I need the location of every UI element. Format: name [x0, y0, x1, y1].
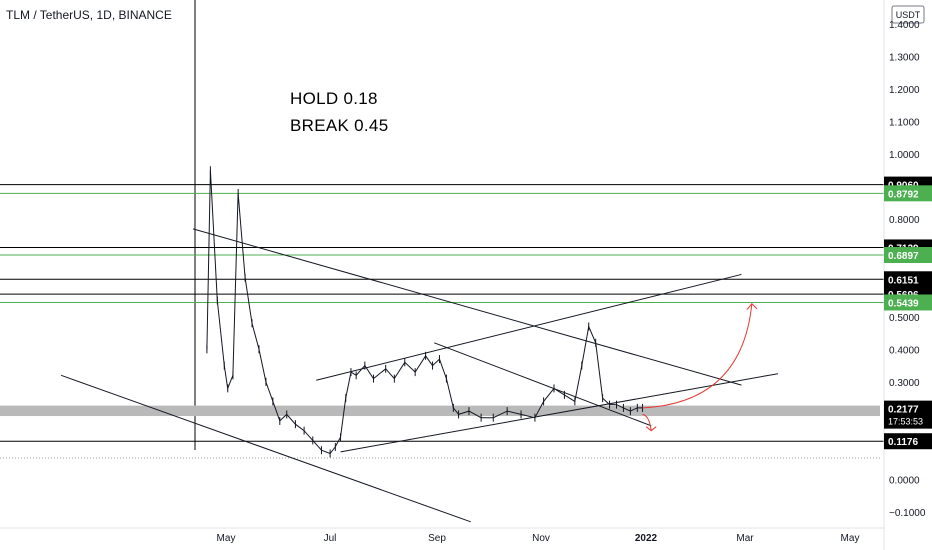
- price-tick-label: −0.1000: [889, 508, 926, 519]
- trendline: [193, 229, 741, 385]
- price-level-tag-label: 0.8792: [888, 189, 919, 200]
- price-tick-label: 0.4000: [889, 345, 920, 356]
- price-level-tag-label: 0.5439: [888, 298, 919, 309]
- time-tick-label: Mar: [736, 533, 754, 544]
- time-tick-label: Sep: [428, 533, 446, 544]
- time-tick-label: Nov: [532, 533, 550, 544]
- price-tick-label: 1.4000: [889, 20, 920, 31]
- symbol-label: TLM / TetherUS, 1D, BINANCE: [6, 8, 172, 22]
- price-tick-label: 1.1000: [889, 117, 920, 128]
- countdown-label: 17:53:53: [888, 417, 923, 427]
- annotation-hold: HOLD 0.18: [290, 89, 378, 109]
- price-level-tag-label: 0.6897: [888, 251, 919, 262]
- current-price-label: 0.2177: [888, 405, 919, 416]
- price-tick-label: 0.5000: [889, 313, 920, 324]
- time-axis: May Jul Sep Nov 2022 Mar May: [0, 528, 884, 544]
- trendline: [61, 375, 471, 521]
- price-tick-label: 1.2000: [889, 85, 920, 96]
- annotation-break: BREAK 0.45: [290, 116, 388, 136]
- price-tick-label: 0.0000: [889, 476, 920, 487]
- currency-tag: USDT: [896, 10, 921, 20]
- support-band: [0, 406, 880, 416]
- price-tick-label: 0.8000: [889, 215, 920, 226]
- price-tick-label: 0.3000: [889, 378, 920, 389]
- price-level-tag-label: 0.6151: [888, 275, 919, 286]
- time-tick-label: May: [841, 533, 860, 544]
- time-tick-label: May: [217, 533, 236, 544]
- time-tick-label: 2022: [635, 533, 658, 544]
- time-tick-label: Jul: [324, 533, 337, 544]
- price-level-tag-label: 0.1176: [888, 437, 918, 448]
- price-tick-label: 1.3000: [889, 52, 920, 63]
- price-tick-label: 1.0000: [889, 150, 920, 161]
- projection-up-curve: [643, 304, 752, 408]
- trendline: [316, 274, 741, 380]
